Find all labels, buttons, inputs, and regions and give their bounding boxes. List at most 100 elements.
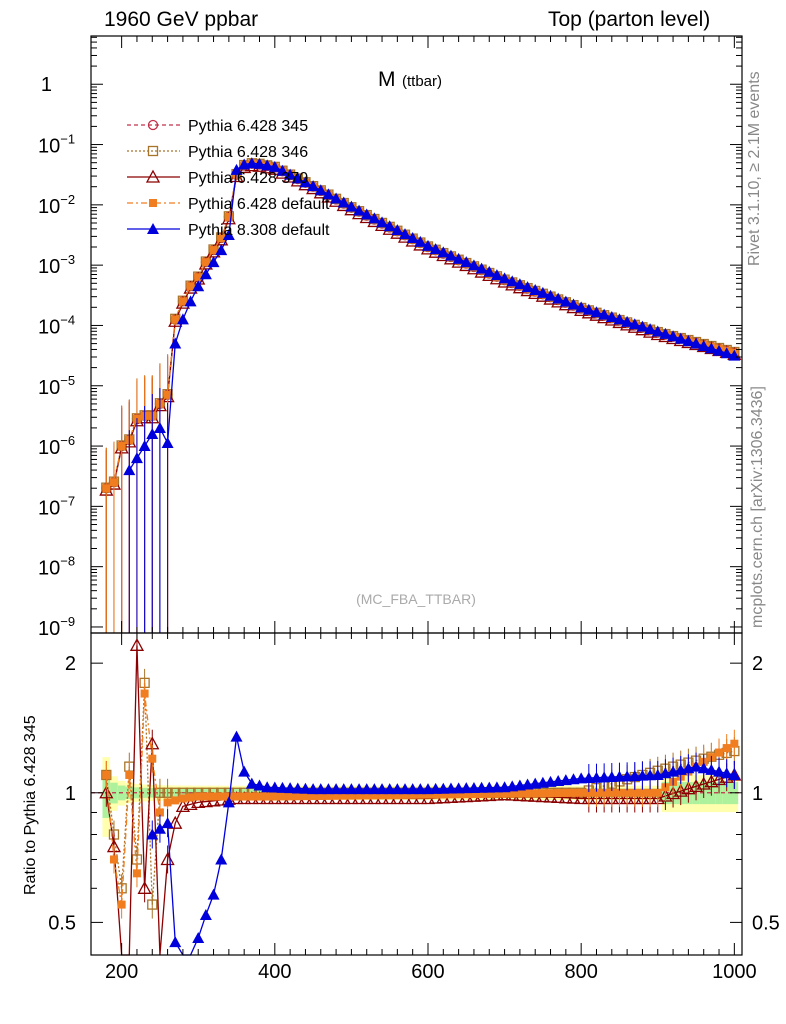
ratio-data-point [299,782,312,794]
ratio-data-point [452,782,465,794]
data-point [567,298,580,310]
data-point [230,163,243,175]
ratio-data-point [607,788,616,797]
ratio-data-point [232,792,241,801]
ratio-data-point [500,789,509,798]
data-point [399,228,412,240]
ratio-data-point [376,783,389,795]
data-point [360,208,373,220]
ratio-data-point [355,791,364,800]
ratio-data-point [353,783,366,795]
ratio-data-point [169,936,182,948]
ratio-data-point [566,790,581,804]
ratio-data-point [423,790,432,799]
ratio-data-point [383,783,396,795]
y-tick-label: 10−5 [38,373,75,399]
data-point [368,212,381,224]
ratio-data-point [414,783,427,795]
header-right: Top (parton level) [548,8,711,31]
ratio-data-point [406,783,419,795]
data-point [109,478,118,487]
ratio-data-point [378,791,387,800]
data-point [406,232,419,244]
data-point [575,301,588,313]
ratio-data-point [125,770,134,779]
data-point [217,234,226,243]
data-point [138,440,151,452]
ratio-data-point [467,781,480,793]
ratio-data-point [129,637,145,651]
legend-label: Pythia 6.428 345 [188,118,308,135]
ratio-data-point [399,783,412,795]
data-point [391,224,404,236]
ratio-data-point [460,782,473,794]
data-point [437,246,450,258]
data-point [598,308,611,320]
ratio-data-point [247,792,256,801]
ratio-data-point [546,789,555,798]
ratio-data-point [278,792,287,801]
data-point [201,258,210,267]
ratio-data-point [431,790,440,799]
data-point [299,176,312,188]
data-point [117,442,126,451]
legend-marker [149,199,157,207]
data-point [452,252,465,264]
ratio-data-point [215,853,228,865]
y-tick-label: 10−8 [38,554,75,580]
x-tick-label: 800 [564,961,597,983]
ratio-data-point [330,783,343,795]
data-point [207,256,220,268]
ratio-data-point [201,792,210,801]
legend-label: Pythia 6.428 default [188,196,330,213]
ratio-data-point [638,788,647,797]
data-point [705,342,718,354]
ratio-data-point [492,789,501,798]
data-point [163,390,172,399]
data-point [192,280,205,292]
ratio-data-point [437,782,450,794]
ratio-data-point [446,790,455,799]
ratio-data-point [722,744,731,753]
ratio-data-point [109,855,118,864]
y-tick-label: 1 [41,74,52,96]
data-point [330,192,343,204]
ratio-data-point [728,768,741,780]
ratio-data-point [558,790,573,804]
data-point [582,303,595,315]
data-point [475,262,488,274]
ratio-y-tick-label: 0.5 [48,912,76,934]
ratio-data-point [592,788,601,797]
ratio-data-point [207,888,220,900]
data-point [559,295,572,307]
data-point [690,337,703,349]
data-point [590,306,603,318]
x-tick-label: 600 [411,961,444,983]
data-point [153,421,166,433]
ratio-data-point [146,828,159,840]
ratio-data-point [416,790,425,799]
x-tick-label: 400 [258,961,291,983]
data-point [444,249,457,261]
data-point [460,256,473,268]
ratio-y-tick-label: 2 [65,653,76,675]
y-tick-label: 10−9 [38,614,75,640]
header-left: 1960 GeV ppbar [104,8,259,31]
ratio-data-point [324,791,333,800]
ratio-data-point [538,789,547,798]
ratio-data-point [198,794,213,808]
ratio-data-point [132,869,141,878]
ratio-data-point [209,792,218,801]
data-point [429,243,442,255]
ratio-data-point [574,791,589,805]
data-point [552,292,565,304]
ratio-data-point [217,792,226,801]
ratio-data-point [705,763,718,775]
data-point [245,157,258,169]
chart-title-sub: (ttbar) [402,73,442,90]
legend-label: Pythia 6.428 370 [188,170,308,187]
ratio-data-point [230,730,243,742]
ratio-data-point [697,762,710,774]
data-point [199,268,212,280]
ratio-data-point [454,790,463,799]
